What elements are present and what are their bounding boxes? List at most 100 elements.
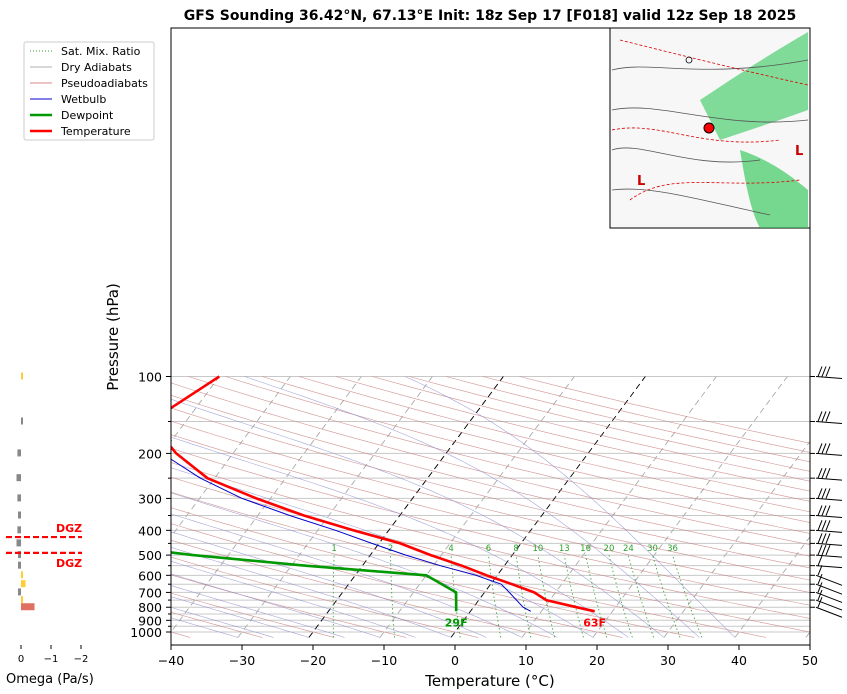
barb-feather (821, 443, 827, 454)
x-tick-label: −20 (300, 653, 326, 668)
barb-feather (825, 366, 831, 377)
barb-feather (817, 505, 823, 516)
barb-feather (817, 520, 823, 531)
axes: −40 −30 −20 −10 0 10 20 30 40 50 100 200 300 400 500 60… (130, 370, 818, 669)
omega-bar (17, 526, 21, 534)
dry-adiabat (298, 376, 810, 502)
barb-shaft (815, 583, 843, 595)
svg-text:L: L (795, 144, 803, 159)
omega-tick-label: −2 (74, 654, 89, 665)
mixing-ratio-label: 2 (388, 544, 393, 554)
svg-text:L: L (637, 174, 645, 189)
y-tick-label: 800 (138, 600, 162, 615)
x-tick-label: −10 (371, 653, 397, 668)
series-temperature (171, 375, 595, 613)
legend-label: Dry Adiabats (61, 61, 132, 74)
dry-adiabat (171, 420, 810, 581)
isotherm (805, 631, 810, 638)
omega-bar (21, 372, 23, 380)
isotherm (171, 376, 291, 538)
barb-feather (817, 411, 823, 422)
dry-adiabat (262, 376, 810, 513)
legend-label: Sat. Mix. Ratio (61, 45, 141, 58)
barb-feather (825, 544, 831, 556)
pseudoadiabat (171, 436, 629, 638)
omega-bar (18, 551, 21, 559)
legend-label: Pseudoadiabats (61, 77, 148, 90)
pseudoadiabat (171, 585, 345, 638)
series-wetbulb (171, 458, 532, 612)
isotherm (663, 440, 810, 638)
omega-bar (16, 539, 21, 547)
y-tick-label: 1000 (130, 625, 162, 640)
pseudoadiabat (171, 560, 416, 638)
dry-adiabat (171, 476, 810, 633)
barb-feather (825, 467, 831, 479)
barb-feather (817, 589, 823, 601)
dry-adiabat (171, 592, 335, 638)
barb-feather (825, 505, 831, 516)
barb-shaft (815, 529, 843, 533)
dry-adiabat (335, 376, 810, 492)
isotherm (0, 377, 77, 638)
wind-barb (810, 467, 843, 481)
legend-label: Temperature (60, 125, 131, 138)
dry-adiabat (188, 376, 810, 534)
isotherm-minus20 (308, 376, 504, 638)
wind-barb (810, 574, 843, 595)
mixing-ratio-label: 30 (647, 544, 658, 554)
barb-feather (821, 411, 827, 422)
barb-feather (821, 544, 827, 556)
mixing-ratio-line (537, 555, 556, 638)
barb-feather (817, 533, 823, 544)
barb-shaft (815, 515, 843, 519)
barb-feather (825, 488, 831, 499)
y-axis-label: Pressure (hPa) (104, 283, 122, 391)
pseudoadiabat (171, 531, 487, 638)
barb-feather (825, 411, 831, 422)
omega-panel: 0 −1 −2 DGZ DGZ (6, 372, 89, 665)
x-tick-label: 50 (802, 653, 818, 668)
mixing-ratio-label: 4 (448, 544, 453, 554)
dry-adiabat (171, 407, 810, 569)
mixing-ratio-line (563, 555, 584, 638)
mixing-ratio-label: 24 (623, 544, 634, 554)
pseudoadiabat (171, 547, 452, 638)
mixing-ratio-line (488, 555, 502, 638)
dry-adiabat (171, 434, 810, 593)
x-tick-label: 30 (660, 653, 676, 668)
barb-shaft (815, 591, 843, 603)
omega-tick-label: 0 (18, 654, 24, 665)
barb-shaft (815, 606, 843, 618)
dry-adiabat (171, 382, 810, 545)
pseudoadiabat (171, 607, 274, 638)
barb-shaft (815, 376, 843, 379)
wind-barb (810, 520, 843, 533)
omega-tick-label: −1 (44, 654, 59, 665)
barb-feather (817, 467, 823, 479)
barb-feather (817, 544, 823, 556)
barb-shaft (815, 565, 843, 569)
isotherm (171, 376, 220, 443)
dry-adiabat (171, 448, 810, 606)
dgz-label: DGZ (56, 522, 82, 535)
legend: Sat. Mix. Ratio Dry Adiabats Pseudoadiabat… (23, 41, 155, 141)
wind-barb (810, 533, 843, 546)
x-tick-label: 0 (451, 653, 459, 668)
surface-dewpoint-label: 29F (445, 616, 468, 629)
barb-shaft (815, 542, 843, 546)
y-tick-label: 500 (138, 548, 162, 563)
y-tick-label: 100 (138, 370, 162, 385)
barb-feather (825, 520, 831, 531)
pseudoadiabat (244, 376, 700, 638)
omega-bar (18, 561, 21, 569)
isotherm (734, 535, 810, 638)
dry-adiabat (171, 539, 551, 638)
mixing-ratio-label: 10 (533, 544, 544, 554)
x-axis-label: Temperature (°C) (424, 672, 554, 690)
barb-shaft (815, 452, 843, 456)
y-tick-label: 900 (138, 613, 162, 628)
barb-feather (821, 366, 827, 377)
pseudoadiabat (404, 376, 736, 638)
isotherm (0, 377, 6, 638)
